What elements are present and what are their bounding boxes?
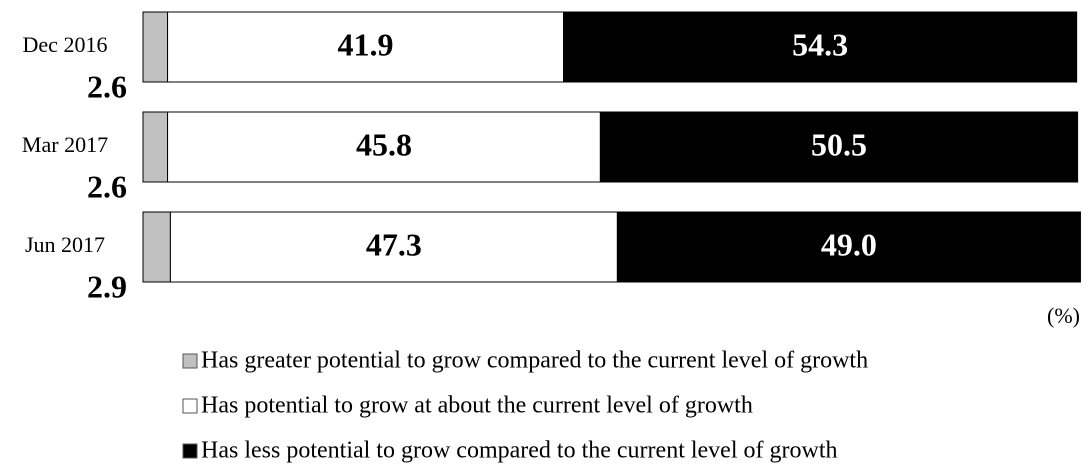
value-label: 54.3 bbox=[792, 26, 848, 62]
bar-segment bbox=[167, 111, 601, 183]
value-label: 50.5 bbox=[811, 126, 867, 162]
legend-swatch bbox=[182, 443, 198, 459]
bar-segment bbox=[563, 11, 1078, 83]
value-label: 2.9 bbox=[87, 268, 127, 304]
category-label: Jun 2017 bbox=[25, 232, 105, 257]
bar-segment bbox=[167, 11, 565, 83]
legend-swatch bbox=[182, 353, 198, 369]
value-label: 2.6 bbox=[87, 68, 127, 104]
value-label: 2.6 bbox=[87, 168, 127, 204]
bar-segment bbox=[599, 111, 1079, 183]
legend-label: Has potential to grow at about the curre… bbox=[201, 393, 753, 419]
unit-label: (%) bbox=[1047, 303, 1080, 328]
legend-label: Has greater potential to grow compared t… bbox=[201, 348, 868, 374]
value-label: 49.0 bbox=[821, 226, 877, 262]
bar-segment bbox=[142, 211, 171, 283]
legend-label: Has less potential to grow compared to t… bbox=[201, 438, 837, 464]
value-label: 41.9 bbox=[338, 26, 394, 62]
value-label: 45.8 bbox=[356, 126, 412, 162]
bar-segment bbox=[616, 211, 1081, 283]
category-label: Mar 2017 bbox=[22, 132, 108, 157]
value-label: 47.3 bbox=[366, 226, 422, 262]
bar-segment bbox=[142, 111, 169, 183]
bar-segment bbox=[142, 11, 169, 83]
category-label: Dec 2016 bbox=[23, 32, 108, 57]
legend-swatch bbox=[182, 398, 198, 414]
bar-segment bbox=[169, 211, 618, 283]
